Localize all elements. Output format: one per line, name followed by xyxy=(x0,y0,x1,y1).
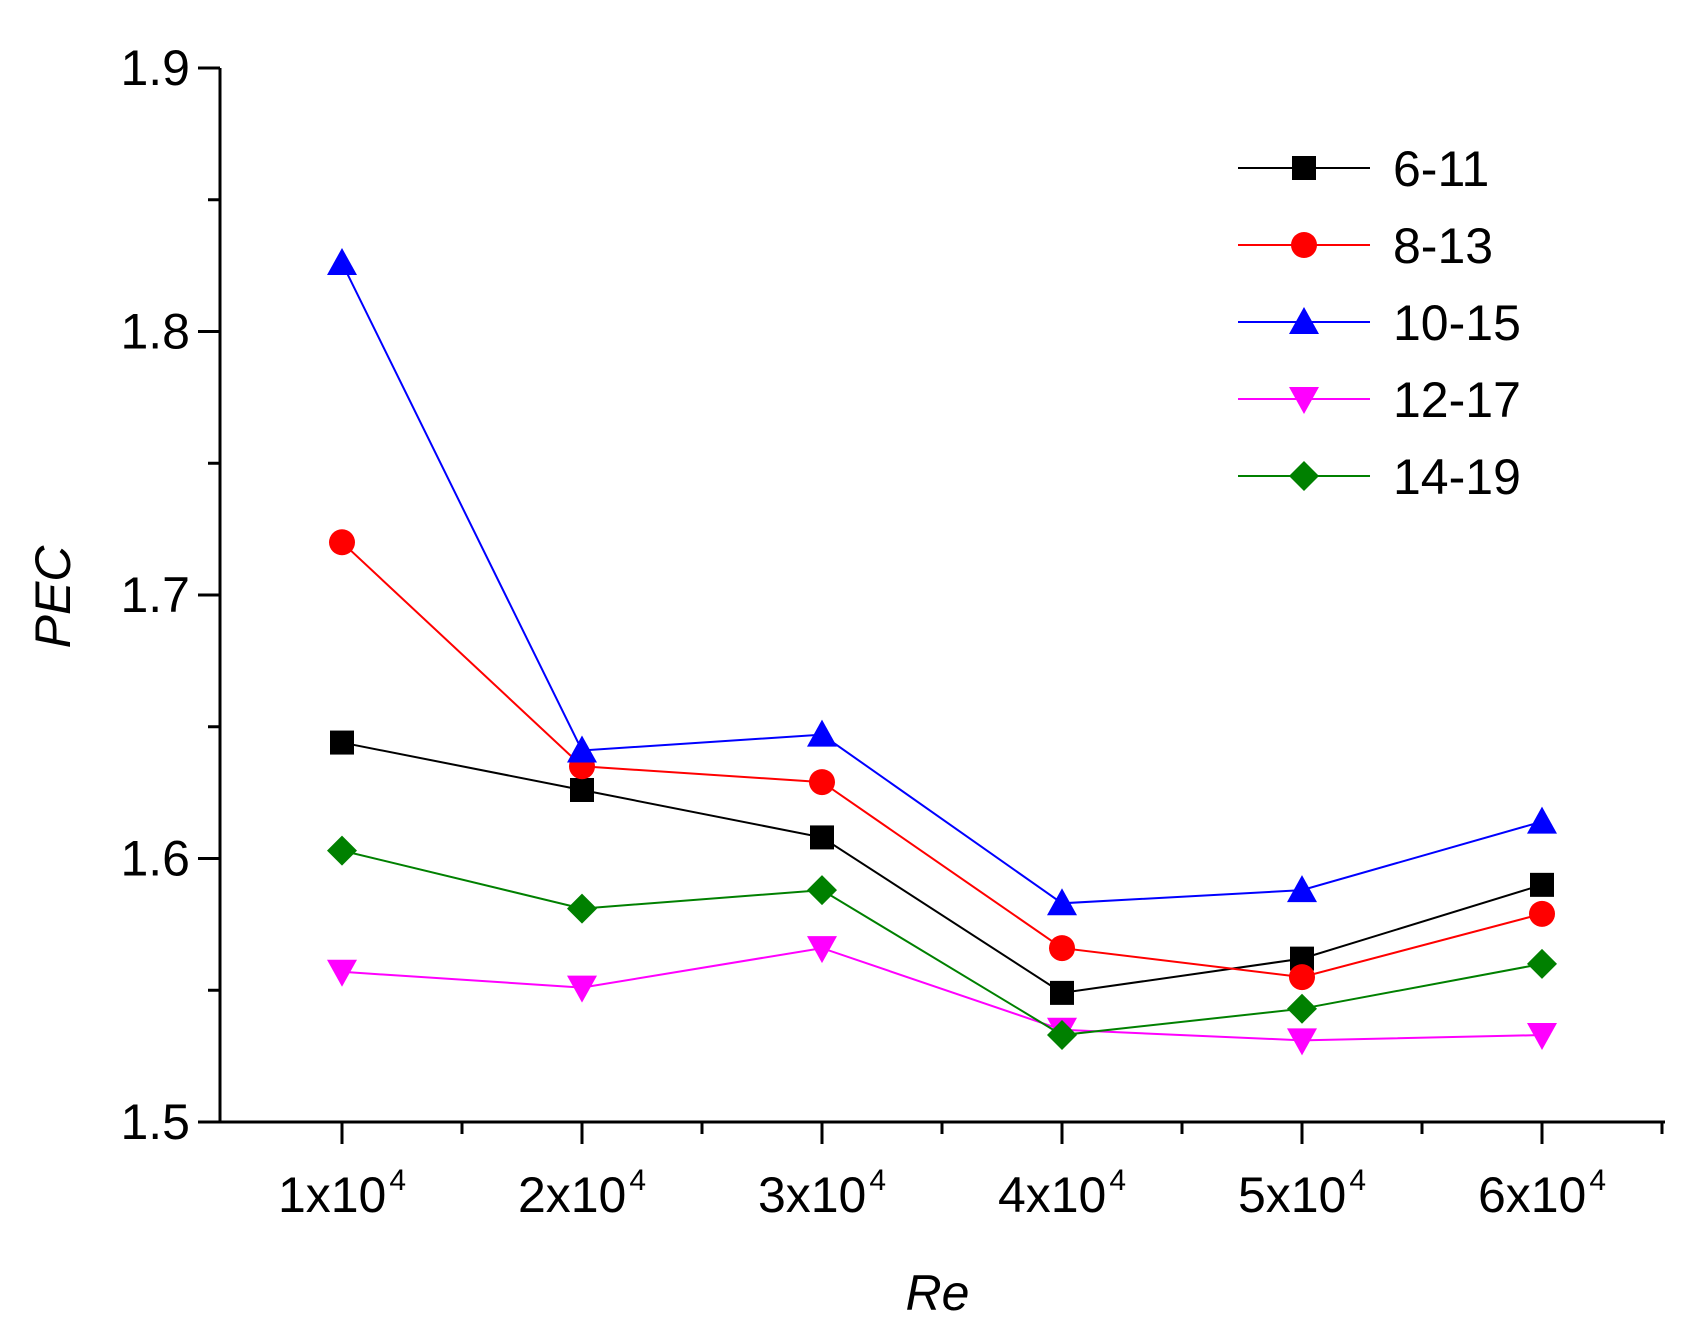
legend-marker-6-11 xyxy=(1292,156,1316,180)
data-point-14-19-5 xyxy=(1287,993,1317,1024)
data-point-8-13-1 xyxy=(329,529,355,556)
legend-label-6-11: 6-11 xyxy=(1393,141,1489,197)
series-line-12-17 xyxy=(341,947,1543,1042)
data-point-6-11-4 xyxy=(1050,980,1074,1005)
legend-marker-14-19 xyxy=(1289,461,1319,491)
data-point-8-13-4 xyxy=(1049,935,1075,962)
x-tick-label-1: 1x10 4 xyxy=(278,1164,406,1223)
x-tick-label-4: 4x10 4 xyxy=(998,1164,1126,1223)
legend-label-12-17: 12-17 xyxy=(1393,372,1521,428)
y-axis-title: PEC xyxy=(25,545,81,649)
legend-item-8-13: 8-13 xyxy=(1238,218,1493,274)
legend-item-10-15: 10-15 xyxy=(1238,295,1521,351)
data-point-6-11-2 xyxy=(570,777,594,802)
data-point-12-17-5 xyxy=(1287,1028,1317,1056)
data-point-12-17-3 xyxy=(807,936,837,964)
data-point-8-13-6 xyxy=(1529,900,1555,927)
data-point-12-17-6 xyxy=(1527,1023,1557,1051)
series-line-6-11 xyxy=(341,741,1543,994)
data-point-14-19-3 xyxy=(807,875,837,906)
x-tick-label-2: 2x10 4 xyxy=(518,1164,646,1223)
legend-item-6-11: 6-11 xyxy=(1238,141,1489,197)
legend-marker-8-13 xyxy=(1291,232,1317,258)
y-tick-label-1-9: 1.9 xyxy=(120,40,190,96)
data-point-6-11-1 xyxy=(330,730,354,755)
legend-label-14-19: 14-19 xyxy=(1393,449,1521,505)
data-point-12-17-1 xyxy=(327,959,357,987)
x-tick-label-6: 6x10 4 xyxy=(1478,1164,1606,1223)
data-point-6-11-6 xyxy=(1530,872,1554,897)
legend-label-8-13: 8-13 xyxy=(1393,218,1493,274)
data-point-6-11-3 xyxy=(810,825,834,850)
data-point-12-17-2 xyxy=(567,975,597,1003)
data-point-14-19-1 xyxy=(327,835,357,866)
legend-item-12-17: 12-17 xyxy=(1238,372,1521,428)
data-point-14-19-4 xyxy=(1047,1020,1077,1051)
series-6-11 xyxy=(330,730,1554,1005)
data-point-10-15-3 xyxy=(807,719,837,747)
data-point-14-19-6 xyxy=(1527,948,1557,979)
series-14-19 xyxy=(327,835,1557,1051)
x-tick-label-5: 5x10 4 xyxy=(1238,1164,1366,1223)
series-layer xyxy=(327,247,1557,1056)
series-line-10-15 xyxy=(341,262,1543,905)
series-8-13 xyxy=(329,529,1555,991)
data-point-14-19-2 xyxy=(567,893,597,924)
data-point-8-13-5 xyxy=(1289,964,1315,991)
y-tick-label-1-7: 1.7 xyxy=(120,567,190,623)
legend: 6-11 8-13 10-15 12-17 14-19 xyxy=(1238,141,1521,505)
series-line-8-13 xyxy=(341,541,1543,979)
data-point-10-15-6 xyxy=(1527,806,1557,834)
data-point-10-15-5 xyxy=(1287,875,1317,903)
data-point-10-15-2 xyxy=(567,735,597,763)
series-line-14-19 xyxy=(341,849,1543,1037)
series-12-17 xyxy=(327,936,1557,1056)
data-point-10-15-4 xyxy=(1047,888,1077,916)
legend-marker-12-17 xyxy=(1289,387,1319,414)
x-tick-label-3: 3x10 4 xyxy=(758,1164,886,1223)
x-axis-title: Re xyxy=(906,1265,970,1321)
series-10-15 xyxy=(327,247,1557,916)
y-tick-label-1-8: 1.8 xyxy=(120,304,190,360)
axes: 1.5 1.6 1.7 1.8 1.9 1x10 4 2x10 4 3x10 4 4x10 4 5x10 4… xyxy=(120,40,1665,1223)
legend-marker-10-15 xyxy=(1289,307,1319,334)
legend-item-14-19: 14-19 xyxy=(1238,449,1521,505)
y-tick-label-1-6: 1.6 xyxy=(120,831,190,887)
y-tick-label-1-5: 1.5 xyxy=(120,1094,190,1150)
legend-label-10-15: 10-15 xyxy=(1393,295,1521,351)
data-point-8-13-3 xyxy=(809,769,835,796)
data-point-10-15-1 xyxy=(327,247,357,275)
